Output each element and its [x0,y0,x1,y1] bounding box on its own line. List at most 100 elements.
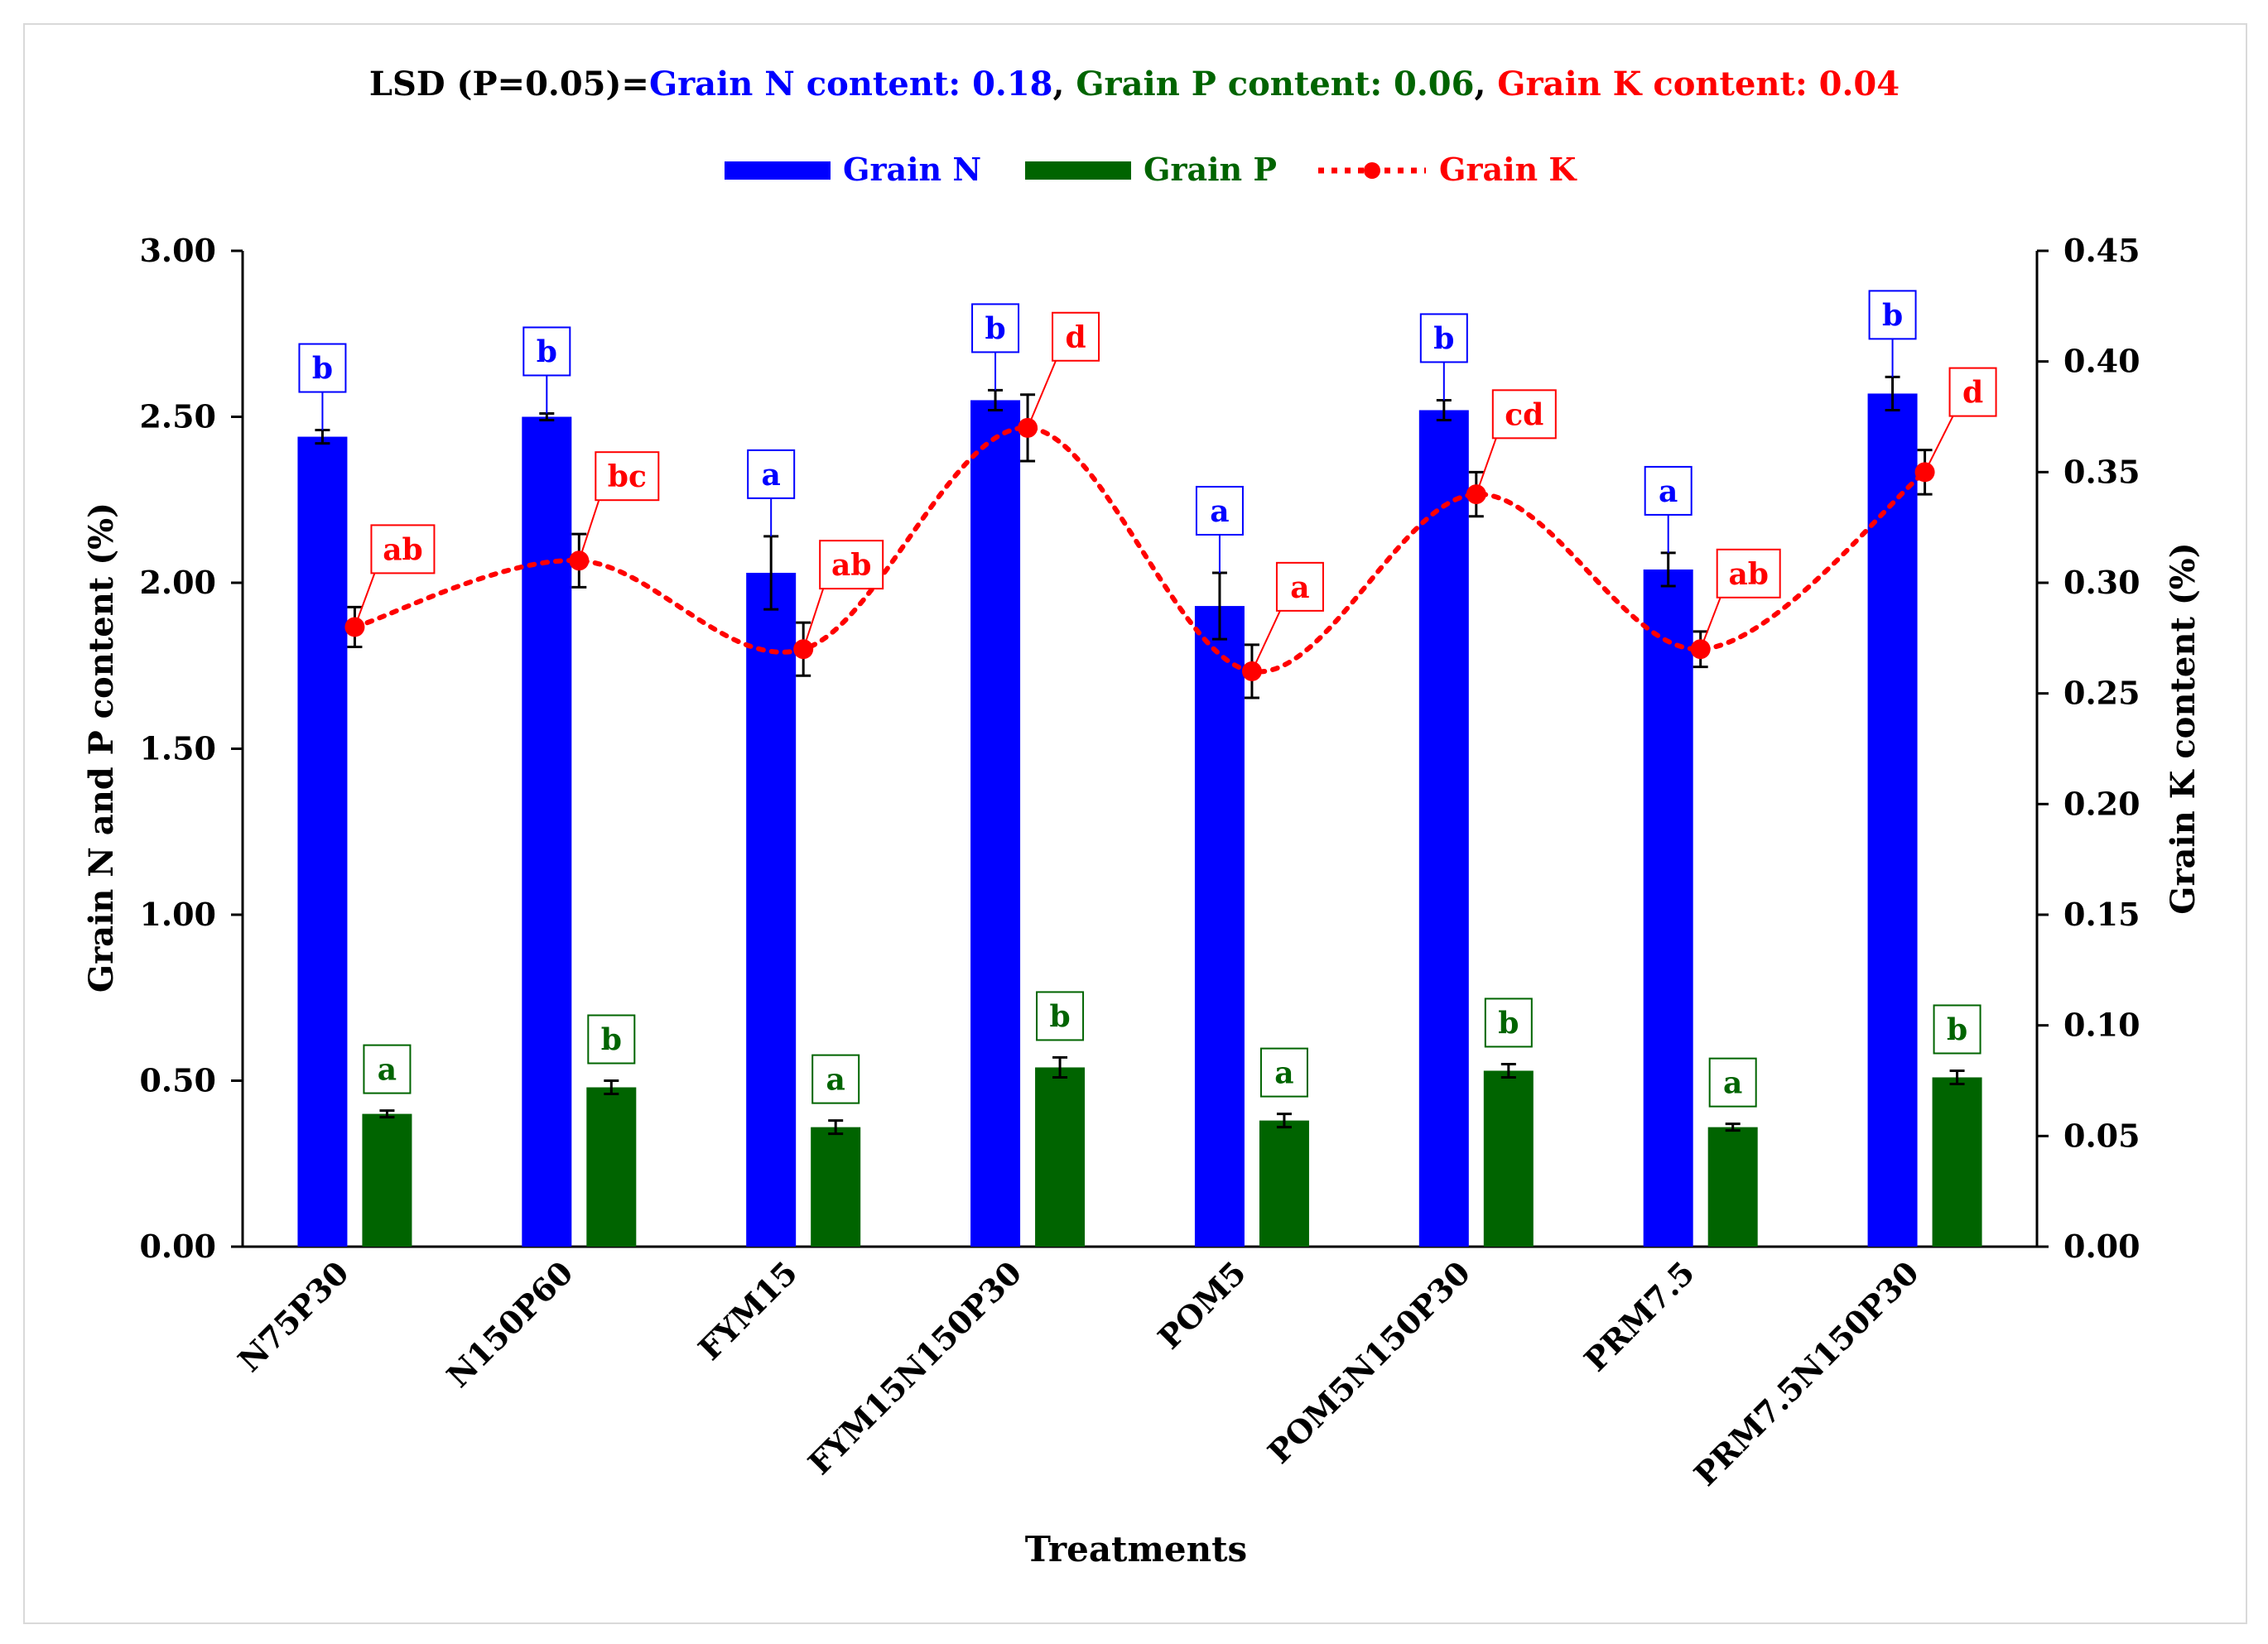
letter-grain-k-box [1491,389,1557,440]
letter-grain-p-FYM15N150P30-box [1036,991,1085,1041]
x-tick-label-PRM7.5N150P30: PRM7.5N150P30 [1687,1254,1926,1493]
y-right-tick-label: 0.10 [2063,1007,2140,1044]
letter-grain-p-PRM7.5-box [1708,1057,1757,1108]
y-right-tick-label: 0.30 [2063,564,2140,601]
letter-grain-p-FYM15N150P30: b [1036,991,1085,1041]
letter-grain-n-POM5N150P30-text: b [1433,321,1454,356]
letter-grain-n-PRM7.5: a [1644,465,1693,553]
letter-grain-k-N75P30: ab [354,524,436,627]
letter-grain-k-leader [354,573,376,627]
y-right-tick-label: 0.20 [2063,785,2140,822]
letter-grain-k-FYM15: ab [802,540,884,650]
y-left-tick-label: 2.00 [139,564,216,601]
letter-grain-n-FYM15N150P30: b [971,303,1020,391]
letter-grain-k-box [1948,367,1997,417]
x-tick-label-POM5N150P30: POM5N150P30 [1260,1254,1477,1471]
bar-grain-n-N150P60 [522,416,572,1247]
y-right-tick-label: 0.25 [2063,675,2140,712]
bar-grain-p-POM5N150P30 [1483,1070,1534,1247]
letter-grain-n-N75P30-text: b [312,352,333,387]
letter-grain-k-PRM7.5: ab [1699,548,1781,650]
y-left-tick-label: 0.50 [139,1062,216,1099]
y-right-tick-label: 0.15 [2063,896,2140,933]
bar-grain-p-N75P30 [362,1113,412,1247]
letter-grain-k-box [819,540,884,590]
letter-grain-k-text: ab [831,548,872,583]
y-right-tick-label: 0.00 [2063,1228,2140,1265]
letter-grain-p-PRM7.5N150P30: b [1933,1004,1981,1055]
letter-grain-p-N150P60-box [587,1014,636,1065]
letter-grain-p-POM5: a [1259,1047,1308,1098]
x-tick-label-POM5: POM5 [1150,1254,1253,1357]
letter-grain-k-leader [578,499,600,561]
y-left-tick-label: 0.00 [139,1228,216,1265]
error-bar-grain-p-N75P30 [379,1109,395,1119]
letter-grain-k-FYM15N150P30: d [1027,311,1100,429]
letter-grain-n-PRM7.5-box [1644,465,1693,516]
bar-grain-p-FYM15N150P30 [1035,1067,1086,1247]
bar-grain-p-POM5 [1259,1120,1309,1247]
letter-grain-k-box [1275,561,1324,612]
letter-grain-k-leader [1475,437,1497,495]
plot-area: 0.00 0.50 1.00 1.50 2.00 2.50 3.00 0.00 0.05 0.10… [139,232,2140,1493]
letter-grain-n-POM5-box [1195,485,1244,536]
bar-grain-n-PRM7.5N150P30 [1867,393,1918,1247]
error-bar-grain-p-FYM15 [828,1119,844,1136]
y-left-tick-label: 1.50 [139,730,216,767]
legend-label-grain-n: Grain N [843,151,981,188]
letter-grain-k-text: d [1962,376,1983,411]
legend-swatch-grain-n [725,161,831,180]
letter-grain-n-FYM15N150P30-box [971,303,1020,353]
letter-grain-k-text: d [1065,320,1086,355]
letter-grain-k-box [370,524,436,574]
error-bar-grain-p-POM5 [1276,1113,1292,1129]
bar-grain-n-N75P30 [297,436,348,1247]
letter-grain-n-N150P60: b [522,326,571,414]
y-right-tick-label: 0.45 [2063,232,2140,269]
legend-label-grain-p: Grain P [1144,151,1277,188]
letter-grain-k-leader [802,588,825,650]
letter-grain-p-FYM15: a [811,1054,860,1104]
bar-grain-p-PRM7.5N150P30 [1932,1077,1982,1247]
letter-grain-p-PRM7.5N150P30-box [1933,1004,1981,1055]
letter-grain-n-POM5: a [1195,485,1244,573]
letter-grain-p-PRM7.5N150P30-text: b [1947,1012,1967,1047]
letter-grain-p-N150P60-text: b [601,1023,622,1058]
letter-grain-p-N75P30-box [363,1044,412,1094]
letter-grain-p-POM5N150P30-box [1484,997,1533,1048]
letter-grain-k-text: cd [1505,397,1543,432]
error-bar-grain-p-PRM7.5 [1725,1122,1741,1132]
error-bar-grain-p-POM5N150P30 [1500,1062,1516,1079]
letter-grain-k-box [1052,311,1100,362]
error-bar-grain-p-FYM15N150P30 [1052,1055,1068,1079]
letter-grain-p-FYM15-text: a [826,1063,845,1098]
error-bar-grain-p-N150P60 [604,1079,619,1096]
y-right-tick-label: 0.40 [2063,343,2140,380]
letter-grain-p-N150P60: b [587,1014,636,1065]
bar-grain-n-POM5 [1194,606,1245,1247]
letter-grain-n-PRM7.5N150P30: b [1868,290,1917,377]
y-right-tick-label: 0.05 [2063,1117,2140,1154]
x-tick-label-N150P60: N150P60 [440,1254,580,1395]
bar-grain-p-PRM7.5 [1707,1127,1758,1247]
x-tick-label-N75P30: N75P30 [230,1254,355,1379]
letter-grain-p-POM5-box [1259,1047,1308,1098]
letter-grain-n-N150P60-text: b [537,334,557,369]
letter-grain-p-N75P30-text: a [378,1053,397,1088]
letter-grain-n-FYM15-text: a [762,458,781,493]
letter-grain-k-text: ab [383,532,423,567]
letter-grain-p-PRM7.5-text: a [1723,1066,1742,1101]
letter-grain-k-leader [1699,597,1721,650]
letter-grain-n-N75P30-box [298,343,347,393]
chart-title: LSD (P=0.05)=Grain N content: 0.18, Grai… [369,65,1900,103]
letter-grain-k-text: a [1290,570,1309,605]
letter-grain-n-PRM7.5N150P30-text: b [1882,298,1903,333]
letter-grain-p-FYM15N150P30-text: b [1049,999,1070,1034]
x-tick-label-FYM15N150P30: FYM15N150P30 [801,1254,1028,1482]
letter-grain-n-FYM15N150P30-text: b [985,311,1005,346]
legend-marker-grain-k [1364,162,1380,179]
legend-label-grain-k: Grain K [1439,151,1577,188]
bar-grain-n-PRM7.5 [1643,569,1693,1247]
letter-grain-k-leader [1924,416,1954,473]
